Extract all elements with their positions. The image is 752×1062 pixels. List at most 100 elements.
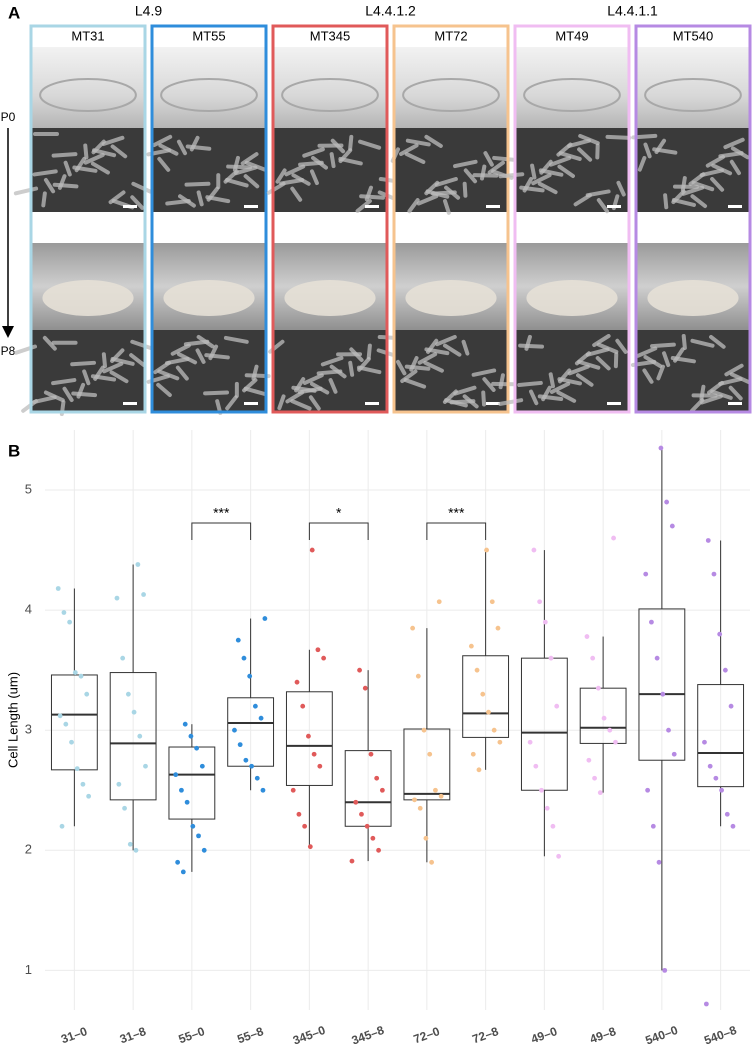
data-point (611, 536, 616, 541)
scale-bar (607, 402, 621, 405)
strain-label: MT31 (71, 28, 104, 43)
data-point (67, 620, 72, 625)
sem-texture (501, 174, 523, 176)
data-point (253, 704, 258, 709)
scale-bar (123, 205, 137, 208)
data-point (359, 812, 364, 817)
data-point (369, 752, 374, 757)
data-point (410, 626, 415, 631)
data-point (243, 758, 248, 763)
scale-bar (728, 402, 742, 405)
data-point (657, 860, 662, 865)
strain-label: MT345 (310, 28, 350, 43)
sem-texture (652, 345, 674, 346)
data-point (713, 776, 718, 781)
biofilm (42, 280, 133, 316)
data-point (596, 686, 601, 691)
data-point (238, 742, 243, 747)
data-point (302, 824, 307, 829)
data-point (659, 446, 664, 451)
data-point (370, 836, 375, 841)
data-point (586, 758, 591, 763)
data-point (416, 674, 421, 679)
panel-letter: A (8, 3, 20, 22)
data-point (353, 800, 358, 805)
data-point (649, 620, 654, 625)
data-point (181, 870, 186, 875)
sem-texture (104, 354, 105, 366)
data-point (134, 848, 139, 853)
data-point (128, 842, 133, 847)
data-point (247, 674, 252, 679)
biofilm (526, 280, 617, 316)
data-point (412, 797, 417, 802)
data-point (585, 634, 590, 639)
data-point (81, 782, 86, 787)
significance-bracket (427, 523, 486, 540)
sem-texture (482, 167, 484, 179)
sem-texture (205, 393, 227, 394)
data-point (422, 728, 427, 733)
sem-texture (465, 184, 466, 196)
data-point (477, 767, 482, 772)
sem-texture (483, 393, 484, 405)
data-point (666, 728, 671, 733)
data-point (126, 692, 131, 697)
bottle-photo (515, 47, 629, 128)
data-point (598, 790, 603, 795)
data-point (590, 656, 595, 661)
data-point (551, 824, 556, 829)
strain-label: MT72 (434, 28, 467, 43)
sem-texture (55, 185, 77, 187)
data-point (725, 812, 730, 817)
scale-bar (365, 402, 379, 405)
data-point (363, 686, 368, 691)
data-point (528, 740, 533, 745)
data-point (312, 752, 317, 757)
data-point (73, 670, 78, 675)
data-point (376, 848, 381, 853)
data-point (497, 740, 502, 745)
sem-texture (228, 167, 250, 168)
x-tick-label: 345–8 (350, 1023, 386, 1048)
data-point (183, 722, 188, 727)
data-point (539, 788, 544, 793)
sem-texture (683, 178, 685, 190)
data-point (179, 788, 184, 793)
x-tick-label: 55–8 (235, 1024, 265, 1046)
data-point (439, 794, 444, 799)
data-point (670, 524, 675, 529)
data-point (537, 599, 542, 604)
data-point (86, 794, 91, 799)
data-point (189, 734, 194, 739)
x-tick-label: 540–8 (702, 1023, 738, 1048)
data-point (357, 668, 362, 673)
bottle-photo (394, 47, 508, 128)
data-point (295, 680, 300, 685)
data-point (380, 788, 385, 793)
x-tick-label: 31–0 (59, 1024, 89, 1046)
data-point (723, 668, 728, 673)
data-point (137, 734, 142, 739)
data-point (607, 728, 612, 733)
significance-label: *** (213, 505, 230, 521)
data-point (63, 722, 68, 727)
data-point (427, 752, 432, 757)
passage-label: P0 (1, 110, 16, 124)
sem-texture (520, 346, 542, 347)
data-point (672, 752, 677, 757)
y-tick-label: 4 (25, 602, 32, 617)
y-tick-label: 5 (25, 481, 32, 496)
sem-image (636, 128, 750, 212)
data-point (190, 824, 195, 829)
data-point (496, 626, 501, 631)
significance-bracket (309, 523, 368, 540)
x-tick-label: 31–8 (118, 1024, 148, 1046)
sem-texture (361, 196, 383, 197)
data-point (655, 656, 660, 661)
significance-label: * (336, 505, 342, 521)
sem-texture (608, 137, 630, 138)
data-point (135, 562, 140, 567)
bottle-photo (31, 47, 145, 128)
sem-texture (551, 374, 553, 386)
